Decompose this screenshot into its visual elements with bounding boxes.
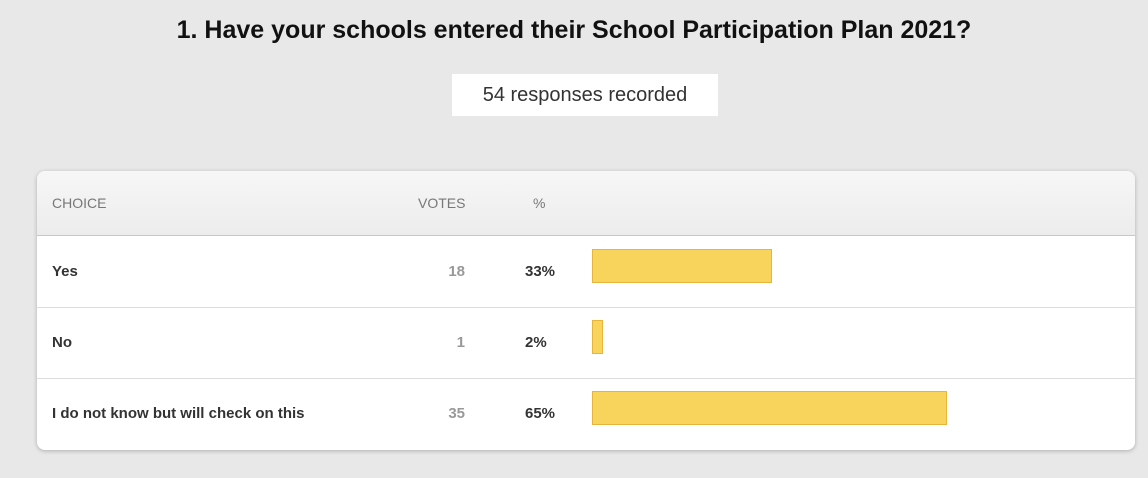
header-votes: VOTES <box>418 195 466 211</box>
choice-label: I do not know but will check on this <box>52 405 305 422</box>
percent-bar <box>592 249 773 283</box>
choice-label: Yes <box>52 263 78 280</box>
vote-count: 18 <box>448 263 465 280</box>
percent-label: 2% <box>525 334 547 351</box>
table-row: Yes 18 33% <box>37 236 1135 308</box>
table-row: No 1 2% <box>37 307 1135 379</box>
poll-title: 1. Have your schools entered their Schoo… <box>176 16 972 44</box>
results-table: CHOICE VOTES % Yes 18 33% No 1 2% I do not kno… <box>37 171 1135 450</box>
vote-count: 35 <box>448 405 465 422</box>
table-row: I do not know but will check on this 35 65… <box>37 378 1135 449</box>
percent-label: 65% <box>525 405 556 422</box>
header-choice: CHOICE <box>52 195 107 211</box>
percent-bar <box>592 320 603 354</box>
percent-label: 33% <box>525 263 556 280</box>
table-header: CHOICE VOTES % <box>37 171 1135 236</box>
percent-bar <box>592 391 947 425</box>
vote-count: 1 <box>456 334 465 351</box>
choice-label: No <box>52 334 72 351</box>
header-percent: % <box>533 195 546 211</box>
response-count: 54 responses recorded <box>452 74 718 116</box>
